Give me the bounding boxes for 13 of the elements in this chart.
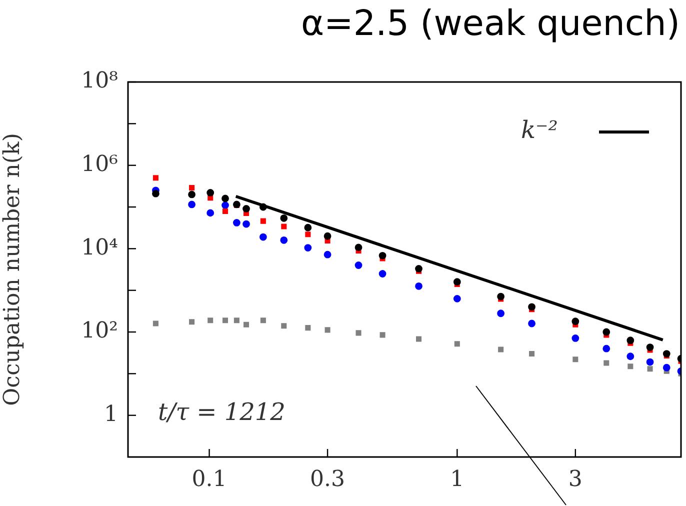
- x-tick-label: 3: [568, 466, 582, 492]
- annotation: t/τ = 1212: [158, 398, 286, 426]
- y-tick-label: 10⁶: [81, 152, 118, 178]
- y-tick-label: 1: [104, 402, 118, 428]
- x-tick-label: 0.1: [192, 466, 227, 492]
- chart-title: α=2.5 (weak quench): [300, 4, 680, 44]
- x-tick-label: 1: [450, 466, 464, 492]
- y-axis-title: Occupation number n(k): [0, 133, 25, 406]
- y-tick-label: 10⁸: [81, 68, 118, 94]
- y-tick-label: 10²: [81, 318, 118, 344]
- x-tick-label: 0.3: [310, 466, 346, 492]
- y-tick-label: 10⁴: [81, 235, 118, 260]
- legend-label: k⁻²: [521, 116, 558, 144]
